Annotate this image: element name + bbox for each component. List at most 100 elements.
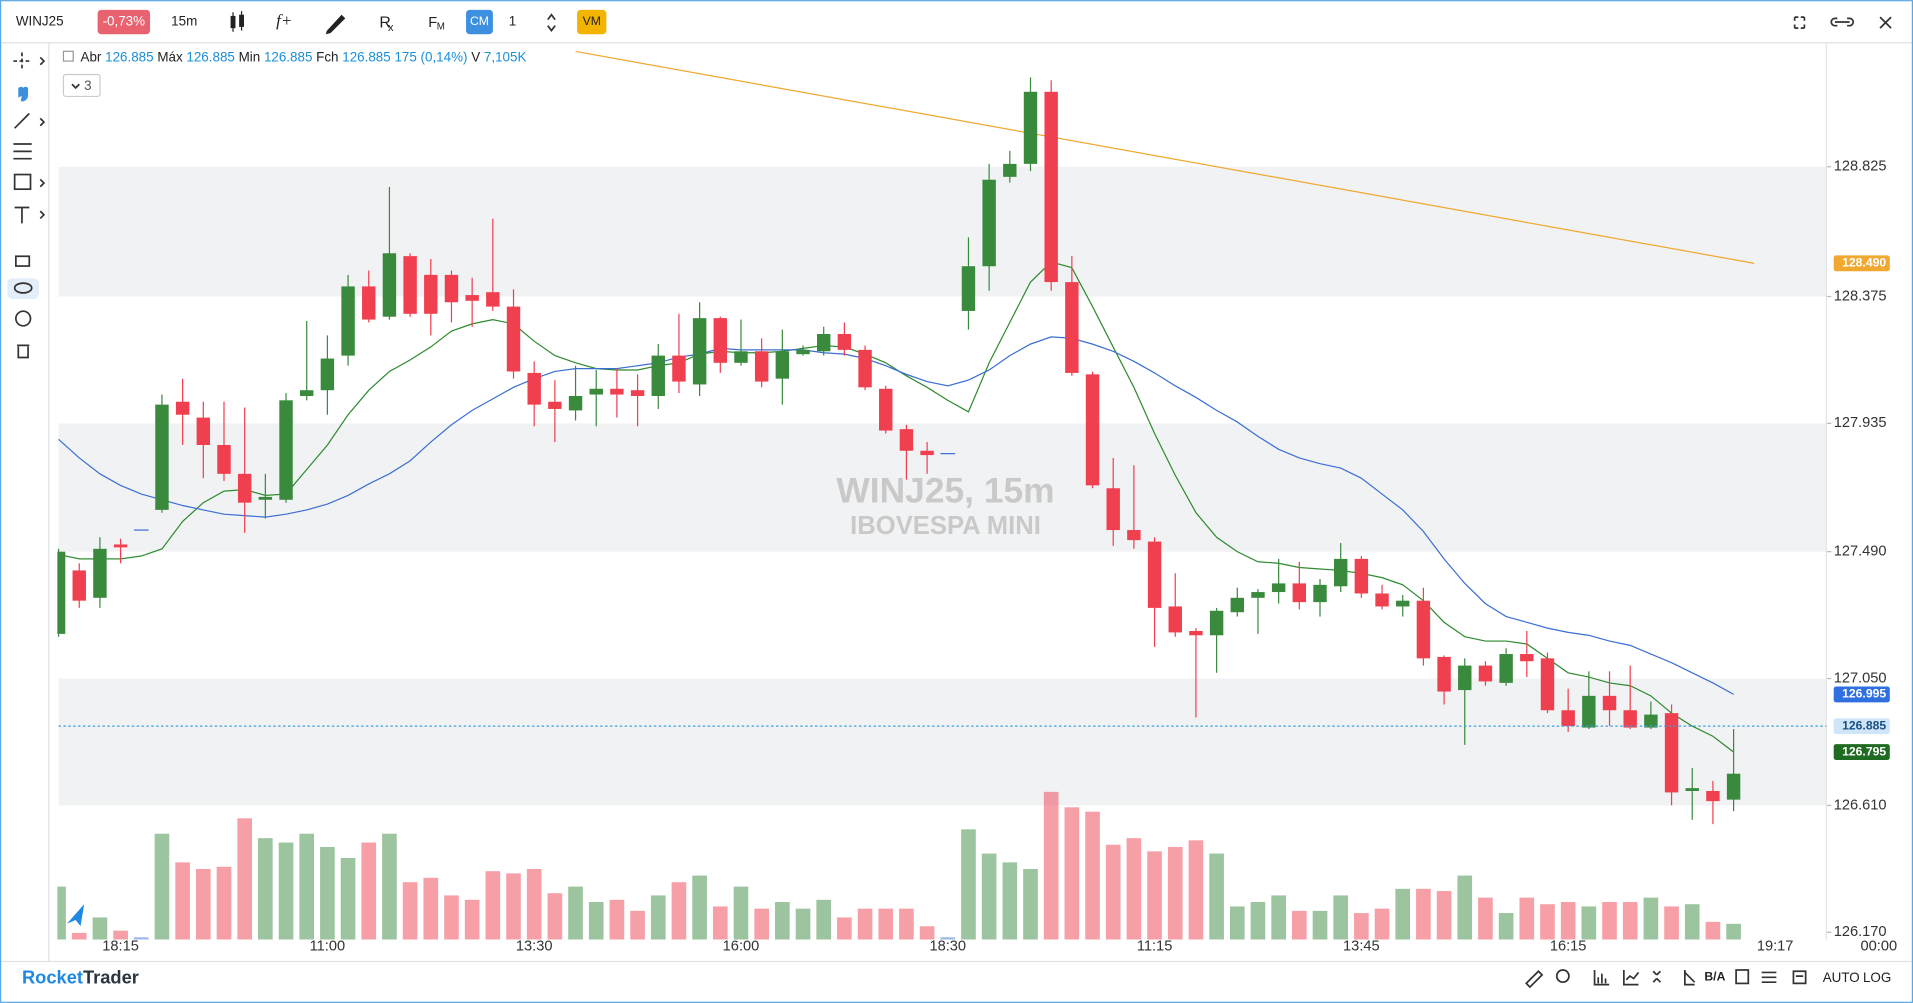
volume-bar — [981, 853, 997, 940]
rx-r[interactable]: R — [379, 14, 390, 31]
cm-badge[interactable] — [466, 9, 493, 35]
navigate-icon[interactable] — [67, 904, 85, 927]
delete-tool[interactable] — [17, 344, 30, 359]
rx-x: x — [388, 22, 394, 34]
symbol[interactable]: WINJ25 — [16, 14, 64, 29]
candle-body — [320, 358, 335, 391]
volume-bar — [113, 930, 128, 940]
candle-body — [1664, 713, 1679, 793]
candle-body — [879, 388, 893, 431]
chart-icon[interactable] — [1622, 969, 1640, 986]
volume-bar — [1478, 897, 1493, 940]
volume-bar — [506, 873, 521, 940]
volume-bar — [1705, 921, 1721, 940]
y-tick-label: 128.825 — [1834, 159, 1887, 175]
volume-bar — [1167, 846, 1183, 940]
bid-ask[interactable]: B/A — [1704, 970, 1725, 984]
panel-icon[interactable] — [1792, 970, 1807, 985]
candle-body — [899, 429, 914, 451]
crosshair-tool[interactable] — [13, 52, 31, 70]
moving-average — [58, 261, 1735, 753]
volume-bar — [1354, 913, 1369, 940]
candle-body — [1313, 584, 1327, 603]
indicators-toggle[interactable] — [62, 73, 101, 98]
hide-tool-bg[interactable] — [7, 278, 40, 299]
auto-scale[interactable]: AUTO — [1823, 970, 1860, 985]
log-scale[interactable]: LOG — [1863, 970, 1891, 985]
volume-bar — [133, 937, 149, 940]
plot: 126.170 126.610 127.050 127.490 127.935 128.3… — [57, 42, 1898, 955]
candle-body — [1003, 163, 1017, 177]
footer: RocketTrader B/A AUTO LOG — [1, 960, 1912, 989]
hand-tool[interactable] — [18, 86, 29, 102]
ma-label: 126.995 — [1842, 687, 1886, 701]
draw-icon[interactable] — [325, 14, 346, 35]
candle-body — [1685, 788, 1699, 791]
fib-tool[interactable] — [13, 143, 32, 160]
candle-body — [816, 333, 831, 352]
lock-tool[interactable] — [15, 255, 31, 267]
indicator-button[interactable]: f+ — [276, 11, 292, 30]
vm: VM — [583, 14, 601, 28]
quantity-spinner[interactable] — [547, 13, 556, 32]
zoom-icon[interactable] — [1555, 969, 1570, 984]
shape-tool[interactable] — [13, 173, 32, 191]
volume-bar — [712, 906, 728, 940]
fullscreen-icon[interactable] — [1793, 16, 1806, 29]
collapse-box[interactable] — [62, 50, 74, 62]
list-icon[interactable] — [1761, 971, 1777, 984]
ruler-icon[interactable] — [1525, 970, 1544, 989]
volume-bar — [1002, 862, 1018, 940]
scale-icon[interactable] — [1684, 969, 1696, 986]
fm-f[interactable]: F — [428, 15, 437, 31]
book-icon[interactable] — [1735, 969, 1750, 985]
volume-bar — [71, 932, 87, 940]
close: 126.885 — [342, 49, 390, 64]
trendline — [575, 50, 1755, 264]
volume-bar — [1333, 895, 1349, 940]
volume-bar — [1374, 908, 1390, 940]
ma-label-bg — [1833, 686, 1890, 703]
timeframe[interactable]: 15m — [171, 14, 197, 29]
axis-corner: 00:00 — [1861, 939, 1898, 955]
vm-badge[interactable] — [577, 9, 607, 35]
volume-bar — [1684, 904, 1700, 940]
volume-icon[interactable] — [1593, 969, 1610, 986]
candle-body — [72, 570, 86, 601]
line-tool[interactable] — [14, 112, 30, 129]
text-tool[interactable] — [14, 206, 30, 224]
help-tool[interactable] — [15, 310, 32, 327]
candle-body — [217, 444, 231, 474]
candle-body — [568, 395, 583, 411]
candle-body — [57, 551, 66, 634]
low-label: Min — [239, 49, 261, 64]
volume-bar — [154, 833, 170, 940]
candle-body — [1023, 91, 1038, 164]
volume-bar — [692, 875, 707, 940]
volume-bar — [57, 886, 66, 940]
volume-bar — [1126, 838, 1142, 940]
close-icon[interactable] — [1879, 16, 1892, 29]
quantity[interactable]: 1 — [509, 14, 516, 29]
candle-body — [93, 548, 107, 598]
link-icon[interactable] — [1830, 17, 1855, 27]
volume-bar — [485, 871, 501, 940]
volume-bar — [258, 838, 273, 940]
volume-bar — [1023, 868, 1038, 940]
ohlc-legend: Abr 126.885 Máx 126.885 Min 126.885 Fch … — [81, 49, 527, 64]
candle-body — [1085, 374, 1100, 486]
y-tick-label: 126.170 — [1834, 924, 1887, 940]
candle-body — [300, 390, 314, 396]
candle-body — [630, 390, 645, 396]
grid-icon[interactable] — [1652, 970, 1662, 983]
volume-bar — [1519, 897, 1535, 940]
volume-bar — [795, 908, 811, 940]
current-time: 19:17 — [1757, 939, 1794, 955]
volume-bar — [1622, 902, 1638, 940]
volume-bar — [340, 857, 356, 940]
candle-body — [1271, 583, 1286, 593]
candle-body — [1044, 91, 1058, 283]
candle-body — [341, 286, 355, 356]
volume-bar — [278, 842, 294, 940]
candles-icon[interactable] — [230, 11, 245, 32]
